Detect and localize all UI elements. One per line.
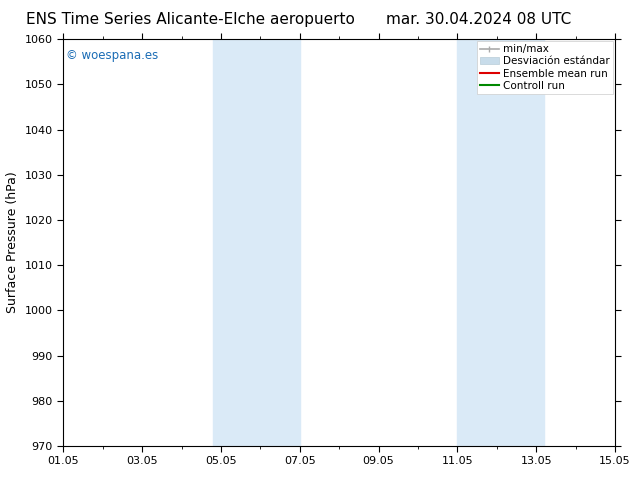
Text: mar. 30.04.2024 08 UTC: mar. 30.04.2024 08 UTC bbox=[386, 12, 571, 27]
Text: ENS Time Series Alicante-Elche aeropuerto: ENS Time Series Alicante-Elche aeropuert… bbox=[26, 12, 354, 27]
Bar bbox=[457, 39, 544, 446]
Bar bbox=[213, 39, 300, 446]
Legend: min/max, Desviación estándar, Ensemble mean run, Controll run: min/max, Desviación estándar, Ensemble m… bbox=[477, 41, 613, 94]
Text: © woespana.es: © woespana.es bbox=[66, 49, 158, 62]
Y-axis label: Surface Pressure (hPa): Surface Pressure (hPa) bbox=[6, 172, 19, 314]
